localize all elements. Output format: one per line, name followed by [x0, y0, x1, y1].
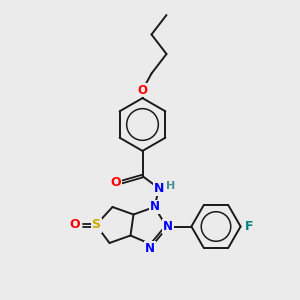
Text: O: O [111, 176, 122, 189]
Text: N: N [154, 182, 164, 195]
Text: N: N [149, 200, 160, 214]
Text: O: O [70, 218, 80, 232]
Text: N: N [163, 220, 173, 233]
Text: O: O [137, 83, 148, 97]
Text: F: F [245, 220, 253, 233]
Text: H: H [167, 181, 176, 191]
Text: S: S [92, 218, 100, 232]
Text: N: N [145, 242, 155, 255]
